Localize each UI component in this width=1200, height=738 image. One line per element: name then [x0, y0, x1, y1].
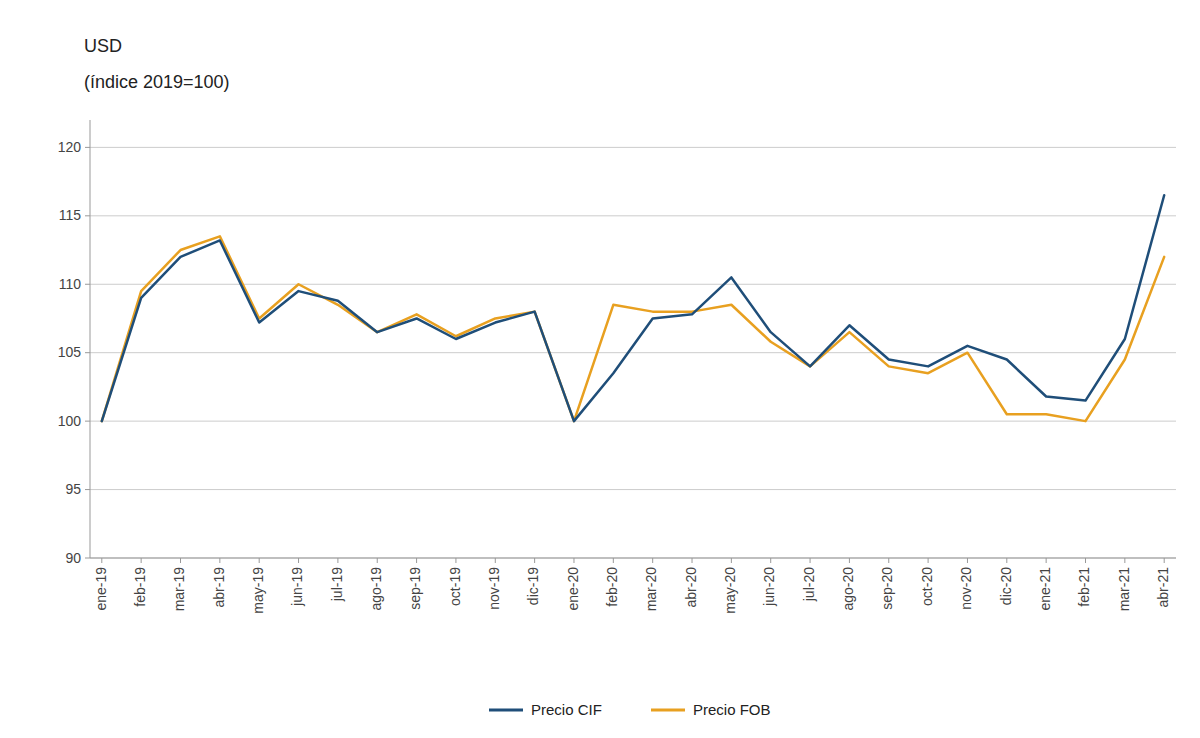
x-tick: [1046, 558, 1047, 563]
y-tick-label: 120: [58, 139, 82, 155]
x-tick: [573, 558, 574, 563]
y-tick-label: 90: [65, 550, 81, 566]
grid-line: [90, 352, 1176, 353]
x-tick: [219, 558, 220, 563]
x-tick: [967, 558, 968, 563]
legend: Precio CIF Precio FOB: [489, 701, 771, 718]
x-tick: [849, 558, 850, 563]
legend-label: Precio FOB: [693, 701, 771, 718]
x-tick: [652, 558, 653, 563]
y-tick-label: 115: [59, 207, 82, 223]
grid-line: [90, 147, 1176, 148]
x-tick: [141, 558, 142, 563]
x-tick-label: sep-19: [407, 567, 423, 610]
x-tick-label: feb-20: [604, 567, 620, 607]
x-tick-label: mar-21: [1116, 567, 1132, 612]
x-tick: [298, 558, 299, 563]
x-tick: [337, 558, 338, 563]
legend-swatch: [651, 709, 685, 712]
x-tick: [770, 558, 771, 563]
x-tick: [1124, 558, 1125, 563]
grid-line: [90, 284, 1176, 285]
x-tick: [416, 558, 417, 563]
x-tick-label: oct-20: [919, 567, 935, 606]
x-tick-label: jul-19: [329, 567, 345, 602]
grid-line: [90, 489, 1176, 490]
y-tick-label: 110: [59, 276, 82, 292]
x-tick-label: jun-20: [761, 567, 777, 607]
x-tick: [101, 558, 102, 563]
x-axis-line: [90, 558, 1176, 559]
x-tick-label: feb-21: [1076, 567, 1092, 607]
x-tick: [731, 558, 732, 563]
y-tick: [85, 558, 90, 559]
x-tick: [495, 558, 496, 563]
x-tick: [455, 558, 456, 563]
y-tick: [85, 215, 90, 216]
y-axis-label: USD: [84, 36, 122, 56]
x-tick-label: may-20: [722, 567, 738, 614]
x-tick: [1085, 558, 1086, 563]
chart-svg: USD (índice 2019=100) 90 95 100 105 110 115 120 e…: [0, 0, 1200, 738]
x-tick: [259, 558, 260, 563]
x-tick-label: may-19: [250, 567, 266, 614]
chart-container: USD (índice 2019=100) 90 95 100 105 110 115 120 e…: [0, 0, 1200, 738]
grid-line: [90, 421, 1176, 422]
y-tick: [85, 489, 90, 490]
x-tick-label: abr-20: [683, 567, 699, 608]
x-tick-label: dic-19: [525, 567, 541, 605]
x-tick-label: oct-19: [447, 567, 463, 606]
series-line: [102, 195, 1164, 421]
x-tick-label: mar-20: [643, 567, 659, 612]
legend-label: Precio CIF: [531, 701, 602, 718]
grid-line: [90, 215, 1176, 216]
y-tick-label: 100: [58, 413, 82, 429]
x-tick-label: ene-21: [1037, 567, 1053, 611]
x-tick: [810, 558, 811, 563]
x-tick-label: ago-20: [840, 567, 856, 611]
x-tick: [692, 558, 693, 563]
x-tick: [928, 558, 929, 563]
x-tick: [613, 558, 614, 563]
y-tick: [85, 352, 90, 353]
x-tick-label: ene-19: [93, 567, 109, 611]
x-tick: [377, 558, 378, 563]
lines: [102, 195, 1164, 421]
y-axis-line: [90, 120, 91, 558]
x-tick-label: jul-20: [801, 567, 817, 602]
y-tick: [85, 421, 90, 422]
y-axis-label: (índice 2019=100): [84, 72, 230, 92]
x-tick-label: nov-20: [958, 567, 974, 610]
x-tick-label: abr-21: [1155, 567, 1171, 608]
legend-swatch: [489, 709, 523, 712]
x-tick: [1006, 558, 1007, 563]
x-tick: [1164, 558, 1165, 563]
x-tick-label: feb-19: [132, 567, 148, 607]
y-tick-label: 95: [65, 481, 81, 497]
y-tick: [85, 284, 90, 285]
x-tick-label: abr-19: [211, 567, 227, 608]
x-tick-label: jun-19: [289, 567, 305, 607]
x-tick: [534, 558, 535, 563]
x-tick: [180, 558, 181, 563]
x-tick-label: mar-19: [171, 567, 187, 612]
x-tick-label: ago-19: [368, 567, 384, 611]
y-tick: [85, 147, 90, 148]
series-line: [102, 236, 1164, 421]
x-tick-label: sep-20: [879, 567, 895, 610]
y-tick-label: 105: [58, 344, 82, 360]
x-tick-label: nov-19: [486, 567, 502, 610]
grid-line: [90, 558, 1176, 559]
grid: [90, 147, 1176, 558]
x-tick-label: ene-20: [565, 567, 581, 611]
x-tick: [888, 558, 889, 563]
x-tick-label: dic-20: [998, 567, 1014, 605]
